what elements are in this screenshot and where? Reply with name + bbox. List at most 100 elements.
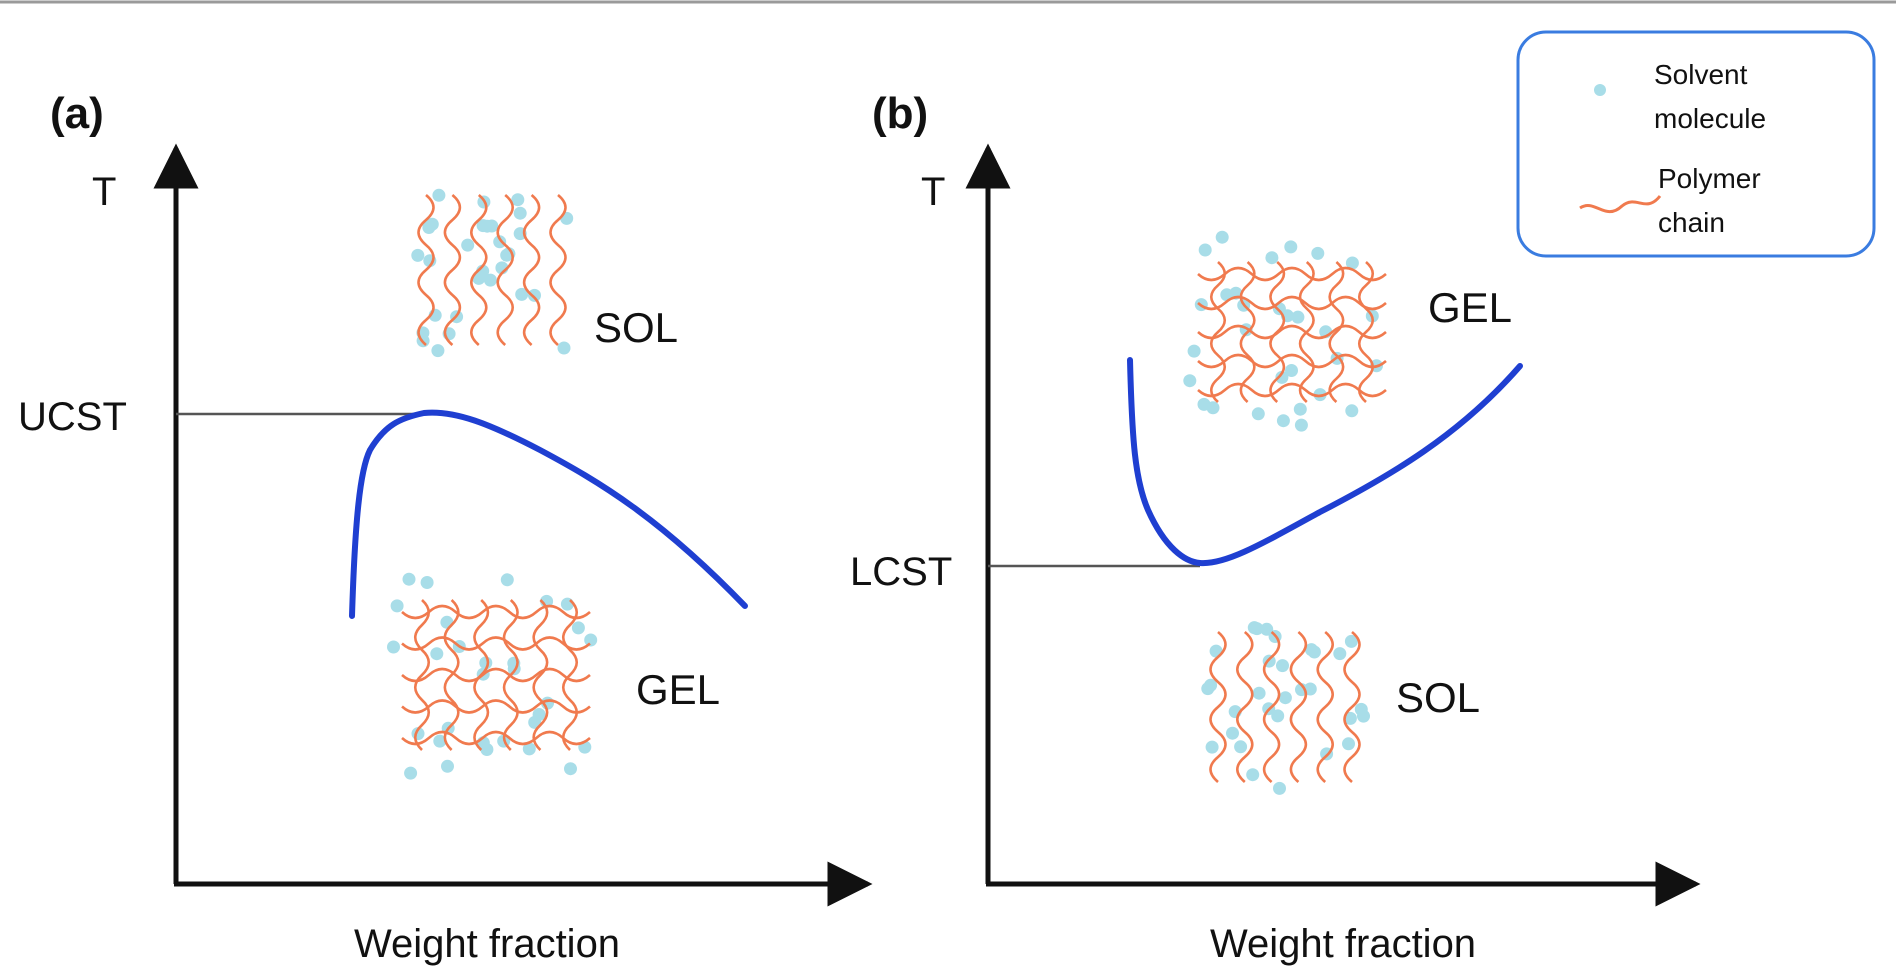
polymer-chain (1209, 261, 1227, 403)
polymer-chain (1236, 630, 1254, 783)
panel-a-sol-illustration (411, 188, 574, 358)
panel-a-y-axis-label: T (92, 170, 116, 214)
polymer-chain (1197, 353, 1387, 369)
solvent-molecule (1265, 251, 1279, 265)
solvent-molecule (1307, 645, 1321, 659)
solvent-molecule (1293, 402, 1307, 416)
panel-b-sol-illustration (1201, 621, 1370, 795)
solvent-molecule (432, 188, 446, 202)
solvent-molecule (1234, 740, 1248, 754)
solvent-molecule (1343, 711, 1357, 725)
panel-a-label: (a) (50, 89, 104, 138)
legend-polymer-label-line2: chain (1658, 207, 1725, 238)
panel-a-lower-region-label: GEL (636, 666, 720, 713)
polymer-chain (1197, 295, 1387, 311)
solvent-molecule (1226, 726, 1239, 740)
solvent-molecule (1345, 256, 1359, 270)
panel-b-label: (b) (872, 89, 928, 138)
panel-a-x-axis-label: Weight fraction (354, 922, 620, 966)
solvent-molecule (564, 762, 577, 776)
polymer-chain (549, 193, 567, 346)
polymer-chain (1239, 261, 1256, 403)
polymer-chain (1289, 630, 1308, 783)
polymer-chain (443, 193, 462, 346)
solvent-molecule (1250, 622, 1264, 636)
solvent-molecule (1342, 737, 1355, 751)
legend-box (1516, 30, 1876, 258)
solvent-molecule (1273, 781, 1286, 795)
solvent-molecule (1251, 407, 1265, 421)
solvent-molecule (1246, 768, 1260, 782)
solvent-molecule (1187, 344, 1201, 358)
solvent-molecule (1345, 404, 1359, 418)
solvent-molecule (1198, 243, 1212, 257)
solvent-molecule (1275, 370, 1289, 384)
polymer-chain (401, 730, 591, 746)
solvent-molecule (1215, 230, 1229, 244)
solvent-molecule (1206, 401, 1220, 415)
polymer-chain (532, 599, 549, 751)
solvent-molecule (1278, 691, 1292, 705)
solvent-molecule (1252, 686, 1266, 700)
solvent-molecule (522, 742, 536, 756)
solvent-molecule (1201, 682, 1215, 696)
polymer-chain (1262, 630, 1281, 783)
polymer-chain (561, 599, 579, 751)
polymer-chain (1357, 261, 1375, 403)
solvent-molecule (571, 621, 585, 635)
polymer-chain (1197, 382, 1387, 398)
solvent-molecule (507, 662, 521, 676)
solvent-molecule (515, 287, 529, 301)
solvent-molecule-icon (1594, 84, 1606, 96)
solvent-molecule (560, 597, 574, 611)
solvent-molecule (411, 248, 425, 262)
solvent-molecule (1344, 634, 1358, 648)
solvent-molecule (1260, 622, 1274, 636)
solvent-molecule (402, 572, 416, 586)
panel-b-x-axis-label: Weight fraction (1210, 922, 1476, 966)
solvent-molecule (480, 743, 494, 756)
solvent-molecule (430, 647, 444, 661)
solvent-molecule (1276, 659, 1289, 673)
polymer-chain (401, 667, 591, 683)
solvent-molecule (461, 238, 475, 252)
solvent-molecule (532, 708, 546, 721)
polymer-chain (443, 599, 460, 751)
legend-polymer-label-line1: Polymer (1658, 163, 1761, 194)
polymer-chain (1328, 261, 1345, 403)
solvent-molecule (493, 235, 507, 249)
legend: Solvent molecule Polymer chain (1516, 30, 1876, 258)
panel-b: (b) T Weight fraction LCST GEL SOL (850, 89, 1701, 966)
solvent-molecule (1285, 364, 1298, 377)
panel-a-gel-illustration (387, 572, 598, 780)
polymer-chain (1343, 630, 1361, 783)
solvent-molecule (480, 219, 494, 233)
polymer-chain (1316, 630, 1334, 783)
solvent-molecule (1276, 414, 1290, 428)
solvent-molecule (420, 576, 434, 589)
panel-b-lower-region-label: SOL (1396, 674, 1480, 721)
solvent-molecule (500, 573, 514, 587)
solvent-molecule (433, 734, 447, 748)
solvent-molecule (431, 344, 445, 358)
solvent-molecule (1354, 702, 1368, 716)
polymer-chain (401, 699, 591, 714)
solvent-molecule (483, 273, 497, 287)
solvent-molecule (1294, 418, 1308, 432)
polymer-chain (1209, 630, 1227, 783)
solvent-molecule (528, 288, 541, 302)
solvent-molecule (1311, 246, 1325, 260)
panel-b-phase-boundary (1127, 357, 1523, 567)
panel-a-upper-region-label: SOL (594, 304, 678, 351)
legend-solvent-label-line1: Solvent (1654, 59, 1748, 90)
polymer-chain (470, 193, 488, 346)
polymer-chain-icon (1579, 194, 1662, 214)
solvent-molecule (1291, 310, 1305, 324)
polymer-chain (417, 193, 435, 346)
solvent-molecule (387, 640, 400, 654)
solvent-molecule (511, 193, 525, 207)
panel-a-critical-label: UCST (18, 395, 127, 439)
polymer-chain (522, 193, 541, 346)
solvent-molecule (1333, 647, 1347, 661)
